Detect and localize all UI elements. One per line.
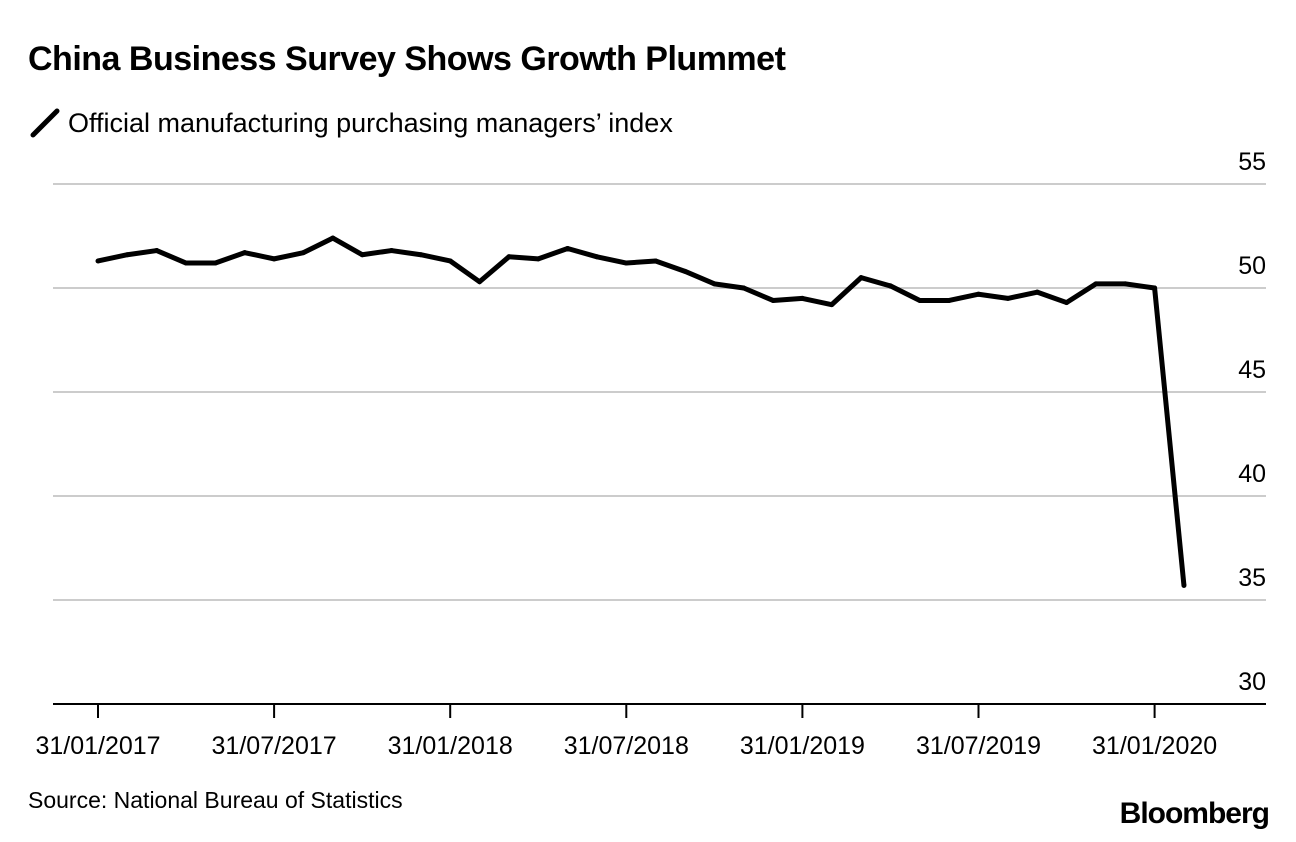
y-tick-label: 40 [1238,460,1266,488]
data-point [741,285,747,291]
data-point [124,252,130,258]
y-axis-tick-labels: 55 50 45 40 35 30 [1238,148,1266,696]
series-layer [95,235,1187,588]
chart-title: China Business Survey Shows Growth Plumm… [28,40,786,78]
y-tick-label: 55 [1238,148,1266,176]
x-tick-label: 31/01/2018 [388,732,513,760]
data-point [594,254,600,260]
data-point [1034,289,1040,295]
legend-label: Official manufacturing purchasing manage… [68,107,673,138]
data-point [271,256,277,262]
data-point [242,250,248,256]
data-point [1181,582,1187,588]
line-swatch-icon [30,108,60,138]
data-point [1152,285,1158,291]
x-tick-label: 31/01/2017 [35,732,160,760]
data-point [389,248,394,254]
data-point [976,291,981,297]
y-tick-label: 35 [1238,564,1266,592]
data-point [858,275,864,281]
data-point [946,297,952,303]
data-point [95,258,101,264]
data-point [887,283,893,289]
y-tick-label: 50 [1238,252,1266,280]
data-point [623,260,629,266]
legend: Official manufacturing purchasing manage… [28,106,673,140]
data-point [477,279,483,285]
data-point [418,252,424,258]
data-point [799,295,805,301]
gridlines [53,183,1266,601]
y-tick-label: 45 [1238,356,1266,384]
bloomberg-logo: Bloomberg [1119,797,1270,830]
data-point [506,254,512,260]
x-axis-tick-labels: 31/01/2017 31/07/2017 31/01/2018 31/07/2018… [35,732,1217,760]
data-point [1093,281,1099,287]
x-tick-label: 31/07/2018 [564,732,689,760]
data-point [359,252,365,258]
data-point [653,258,659,264]
x-tick-label: 31/01/2019 [740,732,865,760]
source-note: Source: National Bureau of Statistics [28,787,403,813]
data-point [535,256,541,262]
x-tick-label: 31/07/2019 [916,732,1041,760]
data-point [154,248,160,254]
data-point [447,258,453,264]
data-point [300,250,306,256]
data-point [1064,300,1070,306]
x-tick-label: 31/07/2017 [212,732,337,760]
data-point [711,281,717,287]
data-point [212,260,218,266]
y-tick-label: 30 [1238,668,1266,696]
x-axis [53,703,1266,718]
data-point [1005,295,1011,301]
x-tick-label: 31/01/2020 [1092,732,1217,760]
data-point [183,260,189,266]
data-point [917,297,923,303]
series-line [97,235,1187,586]
data-point [829,302,835,308]
data-point [330,235,336,241]
data-point [565,245,571,251]
data-point [770,297,776,303]
data-point [682,268,688,274]
data-point [1122,281,1128,287]
